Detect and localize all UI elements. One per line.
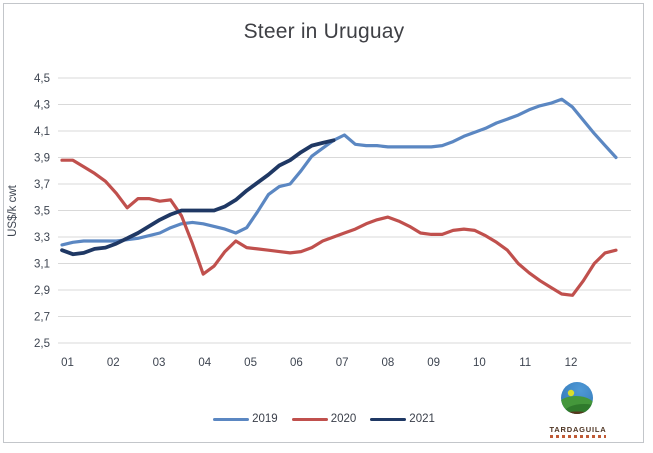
legend-label-2019: 2019 [252,413,278,425]
y-tick-label: 2,9 [34,285,50,297]
y-tick-label: 3,3 [34,232,50,244]
y-tick-label: 4,5 [34,73,50,85]
x-tick-label: 05 [244,357,257,369]
legend-item-2021: 2021 [370,413,435,425]
legend-label-2021: 2021 [409,413,435,425]
x-tick-label: 04 [198,357,211,369]
chart-title: Steer in Uruguay [243,20,405,43]
x-tick-label: 03 [153,357,166,369]
series-line-2019 [60,97,618,247]
legend-item-2020: 2020 [291,413,357,425]
chart-outer-border [3,3,644,443]
logo-subtext [550,435,606,438]
tardaguila-logo-mark [561,382,593,414]
y-tick-label: 4,3 [34,100,50,112]
legend-label-2020: 2020 [330,413,357,425]
logo-sun-icon [567,389,575,397]
y-tick-label: 2,5 [34,338,50,350]
logo-base [561,411,593,414]
x-tick-label: 12 [565,357,578,369]
x-tick-label: 09 [427,357,440,369]
x-tick-label: 06 [290,357,303,369]
x-tick-label: 02 [107,357,120,369]
series-line-2020 [60,158,618,297]
legend-swatch-2021 [370,417,407,421]
y-tick-label: 3,1 [34,259,50,271]
y-tick-label: 4,1 [34,126,50,138]
chart-legend: 2019 2020 2021 [3,413,645,425]
logo-text: TARDAGUILA [549,425,607,434]
legend-swatch-2019 [213,417,250,421]
series-line-2021 [60,138,336,257]
x-tick-label: 07 [336,357,349,369]
x-tick-label: 08 [381,357,394,369]
tardaguila-logo: TARDAGUILA [546,381,610,438]
x-tick-label: 01 [61,357,74,369]
y-tick-label: 3,7 [34,179,50,191]
x-tick-label: 11 [519,357,531,369]
x-tick-label: 10 [473,357,486,369]
y-tick-label: 3,9 [34,153,50,165]
y-tick-label: 3,5 [34,206,50,218]
legend-item-2019: 2019 [213,413,278,425]
legend-swatch-2020 [291,417,328,421]
y-tick-label: 2,7 [34,312,50,324]
